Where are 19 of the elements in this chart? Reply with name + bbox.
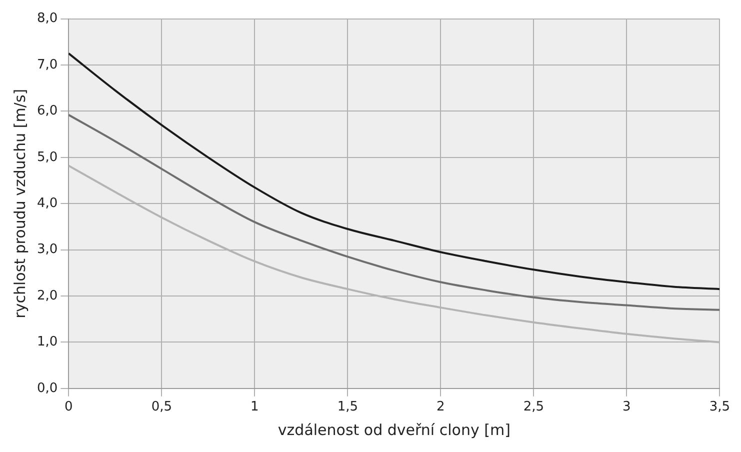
y-tick-label: 4,0 <box>36 196 58 211</box>
x-tick-label: 2,5 <box>523 400 544 415</box>
y-axis-title: rychlost proudu vzduchu [m/s] <box>10 88 29 318</box>
y-tick-label: 0,0 <box>36 380 58 396</box>
y-tick-label: 7,0 <box>36 57 58 72</box>
x-tick-label: 3,5 <box>709 400 730 415</box>
x-tick-label: 3 <box>622 400 631 415</box>
y-tick-label: 8,0 <box>36 11 58 26</box>
y-tick-label: 3,0 <box>36 242 58 258</box>
y-tick-label: 2,0 <box>36 288 58 304</box>
x-tick-label: 1 <box>250 400 259 415</box>
x-tick-label: 0,5 <box>151 400 172 415</box>
y-tick-label: 6,0 <box>36 104 58 119</box>
y-tick-label: 5,0 <box>36 150 58 165</box>
x-tick-label: 1,5 <box>337 400 358 415</box>
x-tick-label: 0 <box>64 400 73 415</box>
x-tick-label: 2 <box>436 400 445 415</box>
y-tick-label: 1,0 <box>36 334 58 350</box>
x-axis-title: vzdálenost od dveřní clony [m] <box>278 420 510 439</box>
